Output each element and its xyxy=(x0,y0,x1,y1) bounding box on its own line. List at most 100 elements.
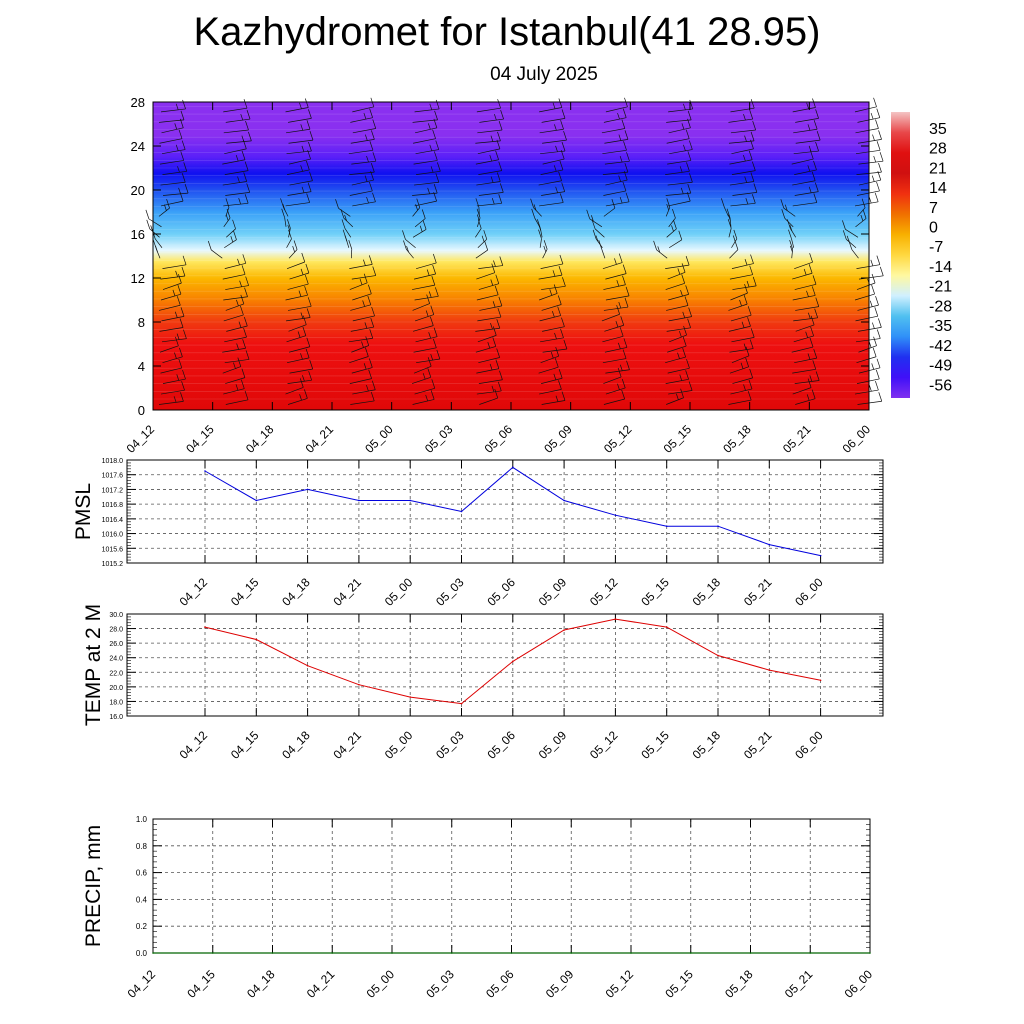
wind-barb-flag xyxy=(430,305,435,315)
wind-barb-flag xyxy=(871,175,875,182)
wind-barb xyxy=(286,357,310,364)
x-tick-label: 05_15 xyxy=(662,967,696,1001)
wind-barb-flag xyxy=(293,240,298,250)
wind-barb xyxy=(285,128,311,134)
wind-barb-flag xyxy=(618,253,623,263)
wind-barb-flag xyxy=(341,219,346,229)
x-tick-label: 05_15 xyxy=(661,422,695,456)
wind-barb-flag xyxy=(241,368,246,378)
wind-barb-flag xyxy=(741,321,745,328)
wind-barb-flag xyxy=(750,328,755,338)
wind-barb-flag xyxy=(181,140,186,150)
wind-barb-flag xyxy=(806,394,810,401)
wind-barb-flag xyxy=(666,203,670,211)
wind-barb-flag xyxy=(686,359,690,369)
wind-barb-flag xyxy=(816,131,821,141)
wind-barb xyxy=(857,304,879,311)
wind-barb xyxy=(479,305,502,311)
data-point xyxy=(570,952,573,954)
wind-barb-flag xyxy=(241,265,246,275)
wind-barb-flag xyxy=(591,215,594,222)
wind-barb-flag xyxy=(240,305,244,316)
wind-barb-flag xyxy=(749,265,754,275)
wind-barb xyxy=(350,326,374,332)
wind-barb-flag xyxy=(181,266,186,277)
wind-barb xyxy=(288,249,298,259)
wind-barb-flag xyxy=(751,194,756,204)
wind-barb xyxy=(793,150,819,155)
wind-barb-flag xyxy=(246,109,251,120)
wind-barb xyxy=(540,355,559,364)
wind-barb xyxy=(603,190,626,196)
wind-barb-flag xyxy=(281,208,286,218)
x-tick-label: 04_15 xyxy=(228,728,262,762)
wind-barb-flag xyxy=(814,182,819,192)
wind-barb xyxy=(792,368,816,374)
wind-barb-flag xyxy=(365,347,369,357)
wind-barb-flag xyxy=(617,383,620,390)
wind-barb xyxy=(159,345,179,353)
wind-barb-flag xyxy=(428,291,432,298)
wind-barb xyxy=(222,347,246,353)
wind-barb xyxy=(352,315,375,322)
wind-barb xyxy=(854,106,877,113)
wind-barb xyxy=(728,228,732,238)
wind-barb xyxy=(413,365,432,374)
wind-barb-flag xyxy=(299,394,302,401)
x-tick-label: 05_21 xyxy=(741,728,775,762)
wind-barb xyxy=(603,398,625,405)
wind-barb xyxy=(476,294,499,301)
wind-barb xyxy=(223,202,249,207)
x-tick-label: 04_21 xyxy=(331,728,365,762)
wind-barb xyxy=(857,139,882,144)
colorbar-label: 0 xyxy=(929,219,938,236)
wind-barb-flag xyxy=(370,317,375,328)
wind-barb-flag xyxy=(860,214,864,222)
wind-barb-flag xyxy=(687,318,691,328)
x-tick-label: 05_15 xyxy=(638,728,672,762)
wind-barb-flag xyxy=(430,390,435,400)
wind-barb xyxy=(406,249,414,259)
wind-barb-flag xyxy=(619,155,623,163)
wind-barb-flag xyxy=(146,219,151,229)
wind-barb xyxy=(160,275,185,280)
wind-barb-flag xyxy=(403,240,407,250)
wind-barb xyxy=(289,272,309,280)
wind-barb-flag xyxy=(846,235,850,242)
wind-barb xyxy=(476,368,499,374)
wind-barb-flag xyxy=(842,220,846,230)
wind-barb-flag xyxy=(561,391,566,401)
wind-barb-flag xyxy=(179,347,183,357)
colorbar-bar xyxy=(891,112,910,398)
data-point xyxy=(409,499,412,502)
wind-barb-flag xyxy=(750,172,755,182)
wind-barb-flag xyxy=(680,289,683,297)
wind-barb-flag xyxy=(301,186,305,193)
wind-barb-flag xyxy=(876,329,881,339)
wind-barb-flag xyxy=(430,166,434,173)
data-point xyxy=(391,952,393,954)
wind-barb-flag xyxy=(743,295,748,305)
x-tick-label: 04_18 xyxy=(279,728,313,762)
wind-barb-flag xyxy=(687,184,692,194)
wind-barb-flag xyxy=(592,229,597,240)
wind-barb-flag xyxy=(558,98,563,108)
x-tick-label: 05_03 xyxy=(422,422,456,456)
wind-barb xyxy=(161,149,186,155)
wind-barb-flag xyxy=(242,254,247,264)
wind-barb-flag xyxy=(177,285,182,295)
wind-barb xyxy=(351,275,376,280)
wind-barb xyxy=(416,358,440,364)
wind-barb-flag xyxy=(429,144,433,151)
wind-barb-flag xyxy=(426,294,430,304)
wind-barb xyxy=(161,338,187,343)
data-point xyxy=(689,952,692,954)
wind-barb-flag xyxy=(370,391,375,402)
wind-barb xyxy=(856,378,880,384)
wind-barb-flag xyxy=(653,240,657,250)
wind-barb-flag xyxy=(233,230,237,240)
temp-panel: 16.0 18.0 20.0 22.0 24.0 26.0 28.0 30.0 04_12 04_… xyxy=(82,604,884,762)
wind-barb-flag xyxy=(788,229,792,239)
y-axis-title: TEMP at 2 M xyxy=(82,604,105,726)
wind-barb xyxy=(476,107,501,113)
